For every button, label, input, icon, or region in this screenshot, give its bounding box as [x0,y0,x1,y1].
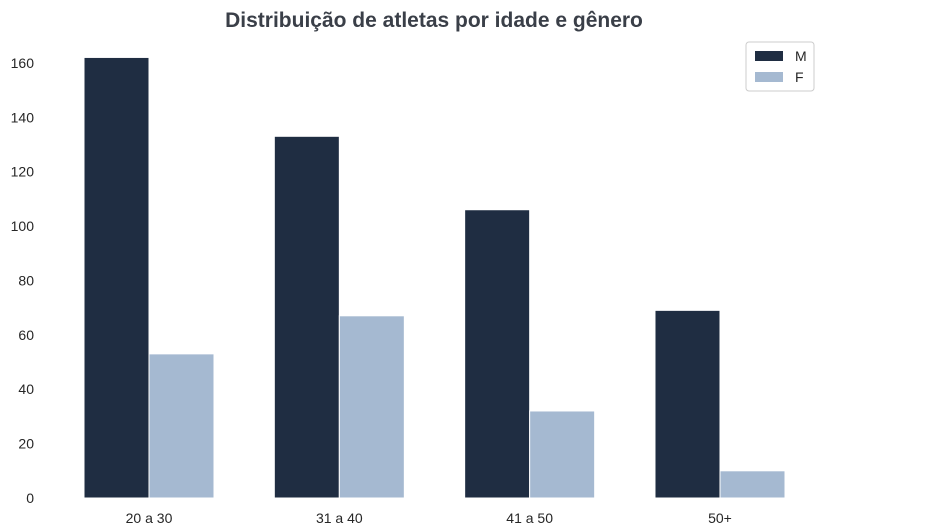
legend-label-m: M [795,48,807,64]
legend-swatch-m [755,51,783,61]
x-tick-label: 50+ [708,510,732,526]
y-tick-label: 40 [18,381,34,397]
y-tick-label: 120 [11,164,35,180]
x-tick-label: 41 a 50 [506,510,553,526]
y-axis-ticks: 0 20 40 60 80 100 120 140 160 [11,55,35,506]
bar-f-0 [148,353,215,499]
bar-m-0 [83,56,150,499]
bar-f-2 [529,410,596,499]
y-tick-label: 140 [11,109,35,125]
bars [83,56,786,499]
legend-items: MF [755,48,807,85]
y-tick-label: 0 [26,490,34,506]
x-tick-label: 20 a 30 [126,510,173,526]
y-tick-label: 160 [11,55,35,71]
bar-m-1 [273,135,340,499]
bar-f-3 [719,470,786,499]
x-axis-ticks: 20 a 30 31 a 40 41 a 50 50+ [126,510,732,526]
x-tick-label: 31 a 40 [316,510,363,526]
y-tick-label: 80 [18,272,34,288]
legend-label-f: F [795,69,804,85]
legend-swatch-f [755,72,783,82]
chart-title: Distribuição de atletas por idade e gêne… [225,9,643,32]
y-tick-label: 20 [18,436,34,452]
y-tick-label: 60 [18,327,34,343]
legend: MF [745,41,815,92]
y-tick-label: 100 [11,218,35,234]
bar-m-3 [654,309,721,499]
bar-m-2 [464,209,531,499]
bar-f-1 [338,315,405,499]
